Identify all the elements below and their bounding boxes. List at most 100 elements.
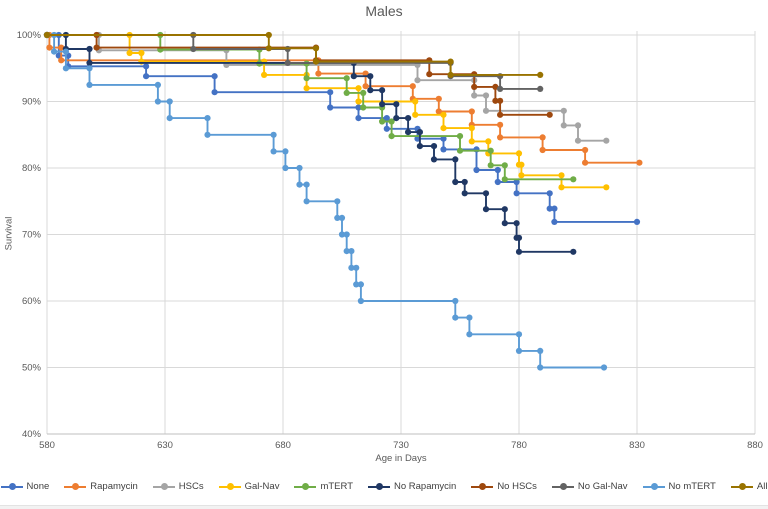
data-point-marker [574, 137, 582, 144]
data-point-marker [440, 125, 447, 132]
data-point-marker [93, 44, 100, 51]
data-point-marker [570, 176, 577, 183]
data-point-marker [303, 85, 310, 92]
series-rapamycin [43, 31, 643, 166]
data-point-marker [452, 178, 459, 186]
data-point-marker [265, 31, 272, 39]
data-point-marker [501, 162, 508, 169]
data-point-marker [357, 297, 364, 305]
data-point-marker [58, 57, 65, 64]
data-point-marker [551, 205, 558, 212]
data-point-marker [143, 63, 150, 70]
x-tick-label: 630 [157, 440, 173, 451]
data-point-marker [461, 178, 468, 186]
chart-title: Males [365, 3, 403, 19]
data-point-marker [296, 164, 303, 172]
data-point-marker [485, 138, 492, 145]
data-point-marker [537, 347, 544, 354]
data-point-marker [515, 234, 523, 241]
data-point-marker [62, 65, 69, 72]
data-point-marker [334, 198, 341, 205]
data-point-marker [379, 101, 386, 108]
data-point-marker [546, 190, 553, 197]
data-point-marker [546, 111, 553, 118]
legend-item-no-gal-nav: No Gal-Nav [551, 481, 628, 492]
data-point-marker [303, 75, 310, 82]
data-point-marker [367, 73, 374, 80]
y-tick-label: 70% [22, 230, 42, 241]
legend-item-all: All [730, 481, 768, 492]
data-point-marker [154, 81, 161, 88]
data-point-marker [515, 331, 523, 338]
legend-marker-icon [218, 482, 241, 491]
legend-marker-icon [0, 482, 23, 491]
data-point-marker [296, 181, 303, 188]
data-point-marker [430, 156, 438, 163]
data-point-marker [312, 45, 320, 52]
legend-label: Rapamycin [90, 481, 138, 492]
data-point-marker [416, 129, 423, 136]
data-point-marker [383, 125, 390, 132]
data-point-marker [501, 176, 508, 183]
series-line [47, 34, 574, 181]
data-point-marker [426, 71, 433, 78]
data-point-marker [466, 331, 473, 338]
data-point-marker [204, 131, 211, 138]
data-point-marker [166, 115, 173, 122]
legend-item-gal-nav: Gal-Nav [218, 481, 279, 492]
plot-area: 40% 50% 60% 70% 80% 90% 100% 580 630 680 730 780 830… [17, 30, 763, 451]
data-point-marker [501, 220, 508, 227]
data-point-marker [43, 31, 51, 39]
series-line [47, 34, 541, 90]
series-line [47, 34, 640, 164]
legend-marker-icon [551, 482, 574, 491]
y-tick-label: 40% [22, 429, 42, 440]
data-point-marker [466, 314, 473, 321]
data-point-marker [487, 147, 494, 154]
data-point-marker [409, 83, 416, 90]
data-point-marker [497, 121, 504, 128]
data-point-marker [414, 77, 421, 84]
data-point-marker [513, 220, 520, 227]
data-point-marker [327, 89, 334, 96]
series-line [47, 34, 574, 253]
data-point-marker [494, 178, 501, 186]
legend-marker-icon [730, 482, 753, 491]
data-point-marker [471, 92, 478, 99]
data-point-marker [468, 108, 475, 115]
data-point-marker [348, 248, 355, 255]
x-tick-label: 780 [511, 440, 527, 451]
data-point-marker [353, 264, 360, 271]
data-point-marker [211, 89, 218, 96]
legend-marker-icon [294, 482, 317, 491]
data-point-marker [560, 107, 567, 114]
legend-item-no-rapamycin: No Rapamycin [368, 481, 456, 492]
data-point-marker [393, 101, 400, 108]
data-point-marker [265, 45, 272, 52]
data-point-marker [482, 92, 490, 99]
data-point-marker [456, 147, 464, 154]
legend-marker-icon [152, 482, 175, 491]
data-point-marker [166, 98, 173, 105]
data-point-marker [126, 49, 133, 57]
data-point-marker [515, 150, 523, 157]
data-point-marker [482, 206, 490, 213]
data-point-marker [447, 71, 454, 78]
data-point-marker [582, 159, 589, 166]
data-point-marker [312, 58, 320, 65]
data-point-marker [284, 59, 291, 66]
legend-label: HSCs [178, 481, 204, 492]
data-point-marker [600, 364, 608, 371]
data-point-marker [51, 48, 58, 55]
data-point-marker [518, 161, 525, 168]
data-point-marker [636, 159, 643, 166]
data-point-marker [86, 65, 93, 72]
data-point-marker [452, 156, 459, 163]
y-tick-label: 80% [22, 163, 42, 174]
legend-marker-icon [368, 482, 390, 491]
data-point-marker [539, 146, 546, 154]
data-point-marker [383, 115, 390, 122]
data-point-marker [501, 206, 508, 213]
legend-label: All [756, 481, 768, 492]
